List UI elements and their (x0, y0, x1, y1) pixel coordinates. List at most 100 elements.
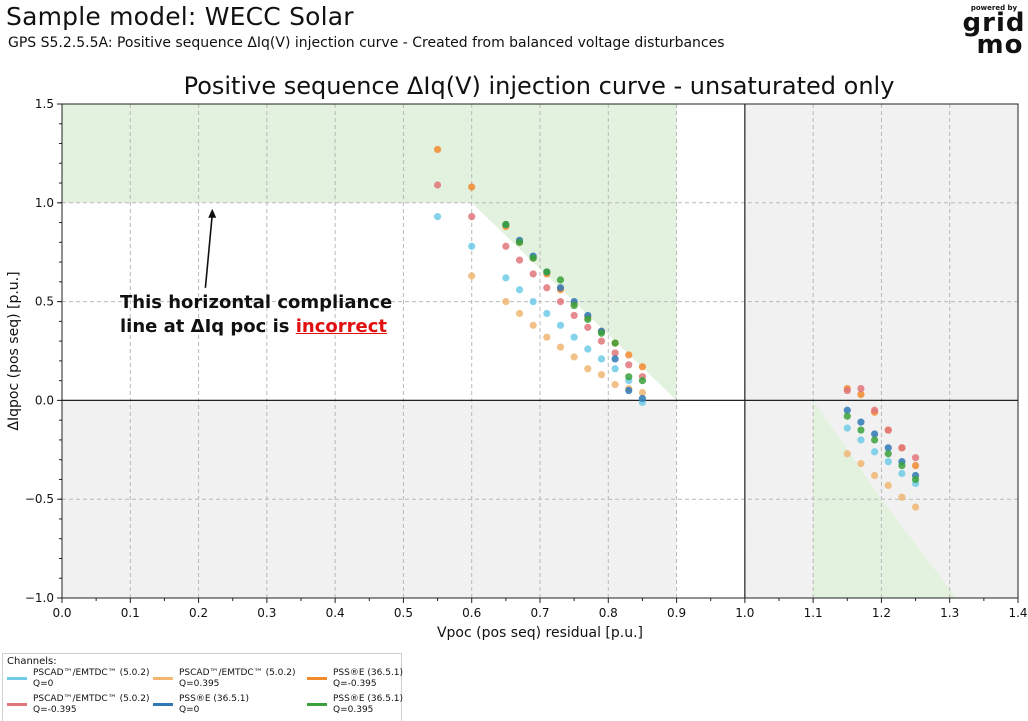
data-point (638, 388, 647, 397)
legend-label: PSCAD™/EMTDC™ (5.0.2) Q=-0.395 (33, 694, 150, 715)
data-point (515, 286, 524, 294)
region-grey-lower-left (62, 400, 677, 598)
x-tick-label: 1.0 (735, 606, 754, 620)
data-point (857, 384, 865, 393)
data-point (597, 337, 606, 345)
annotation-line1: This horizontal compliance (120, 292, 393, 313)
data-point (857, 426, 865, 434)
x-tick-label: 0.1 (121, 606, 140, 620)
x-tick-label: 0.9 (667, 606, 686, 620)
data-point (556, 321, 565, 329)
legend: Channels: PSCAD™/EMTDC™ (5.0.2) Q=0 PSCAD™… (2, 653, 404, 721)
gridmo-logo: powered by grid mo (962, 4, 1026, 58)
data-point (625, 386, 633, 395)
annotation-arrow-line (204, 214, 214, 288)
data-point (543, 284, 551, 292)
data-point (433, 213, 442, 221)
data-point (871, 406, 879, 414)
data-point (857, 460, 865, 468)
data-point (884, 458, 892, 466)
data-point (611, 380, 619, 389)
y-tick-label: 1.5 (35, 97, 54, 111)
data-point (570, 333, 578, 341)
x-tick-label: 1.2 (872, 606, 891, 620)
data-point (529, 321, 537, 329)
data-point (911, 462, 920, 470)
data-point (611, 349, 619, 357)
x-axis-label: Vpoc (pos seq) residual [p.u.] (437, 625, 643, 641)
data-point (638, 363, 647, 371)
data-point (638, 377, 647, 385)
data-point (843, 450, 851, 458)
data-point (468, 242, 476, 250)
data-point (911, 503, 920, 511)
data-point (898, 493, 906, 501)
region-green-lower (813, 400, 957, 598)
region-green-upper (62, 104, 677, 401)
legend-swatch (307, 677, 327, 680)
data-point (843, 412, 851, 420)
data-point (584, 345, 592, 353)
data-point (468, 183, 476, 191)
data-point (625, 351, 633, 359)
legend-swatch (153, 677, 173, 680)
data-point (857, 436, 865, 444)
data-point (502, 242, 510, 250)
annotation-line2: line at ΔIq poc is incorrect (120, 315, 392, 339)
x-tick-label: 0.5 (394, 606, 413, 620)
data-point (857, 418, 865, 426)
x-tick-label: 0.8 (599, 606, 618, 620)
page-subtitle: GPS S5.2.5.5A: Positive sequence ΔIq(V) … (8, 35, 725, 51)
data-point (502, 298, 510, 306)
data-point (898, 462, 906, 470)
data-point (570, 301, 578, 310)
data-point (556, 343, 565, 351)
logo-line2: mo (976, 30, 1024, 60)
y-axis-label: ΔIqpoc (pos seq) [p.u.] (6, 271, 22, 430)
data-point (611, 339, 619, 347)
data-point (884, 444, 892, 452)
x-tick-label: 1.3 (940, 606, 959, 620)
x-tick-label: 0.0 (52, 606, 71, 620)
data-point (843, 386, 851, 395)
data-point (529, 298, 537, 306)
legend-title: Channels: (7, 656, 57, 667)
legend-swatch (153, 703, 173, 706)
data-point (433, 181, 442, 189)
y-tick-label: −0.5 (25, 492, 54, 506)
data-point (515, 256, 524, 264)
data-point (556, 284, 565, 292)
annotation-arrow-head (208, 208, 217, 218)
data-point (597, 355, 606, 363)
data-point (502, 220, 510, 229)
x-tick-label: 1.1 (804, 606, 823, 620)
data-point (468, 213, 476, 221)
legend-label: PSS®E (36.5.1) Q=-0.395 (333, 668, 404, 689)
data-point (543, 309, 551, 318)
x-tick-label: 0.7 (530, 606, 549, 620)
legend-label: PSCAD™/EMTDC™ (5.0.2) Q=0.395 (179, 668, 296, 689)
data-point (843, 424, 851, 432)
data-point (584, 323, 592, 331)
legend-swatch (7, 703, 27, 706)
data-point (543, 268, 551, 276)
y-tick-label: 1.0 (35, 196, 54, 210)
annotation-line2-prefix: line at ΔIq poc is (120, 316, 296, 337)
data-point (638, 394, 647, 403)
y-tick-label: 0.0 (35, 393, 54, 407)
data-point (871, 436, 879, 444)
data-point (611, 365, 619, 373)
data-point (597, 329, 606, 337)
data-point (625, 373, 633, 381)
y-tick-label: 0.5 (35, 295, 54, 309)
data-point (543, 333, 551, 341)
legend-swatch (307, 703, 327, 706)
x-tick-label: 0.3 (257, 606, 276, 620)
logo-powered-by: powered by (970, 4, 1018, 12)
data-point (871, 430, 879, 438)
x-tick-label: 0.6 (462, 606, 481, 620)
y-tick-label: −1.0 (25, 591, 54, 605)
data-point (871, 471, 879, 480)
data-point (433, 145, 442, 154)
